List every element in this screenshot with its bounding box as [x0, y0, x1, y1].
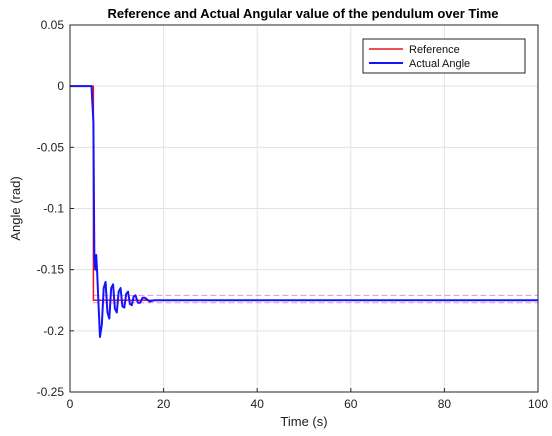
- x-axis-ticks: 0 20 40 60 80 100: [67, 388, 548, 411]
- y-tick-label: -0.25: [37, 385, 65, 399]
- y-tick-label: -0.05: [37, 140, 65, 154]
- legend-entry: Actual Angle: [409, 58, 470, 70]
- y-tick-label: 0.05: [41, 18, 65, 32]
- y-axis-label: Angle (rad): [8, 176, 23, 240]
- series-lines: [70, 85, 538, 338]
- y-tick-label: -0.2: [43, 324, 64, 338]
- legend: Reference Actual Angle: [362, 38, 526, 74]
- y-tick-label: -0.15: [37, 263, 65, 277]
- grid-lines: [69, 24, 539, 393]
- x-tick-label: 0: [67, 397, 74, 411]
- y-tick-label: -0.1: [43, 202, 64, 216]
- legend-entry: Reference: [409, 44, 460, 56]
- x-axis-label: Time (s): [280, 414, 327, 429]
- x-tick-label: 20: [157, 397, 171, 411]
- y-axis-ticks: 0.05 0 -0.05 -0.1 -0.15 -0.2 -0.25: [37, 18, 74, 399]
- y-tick-label: 0: [57, 79, 64, 93]
- series-line-actual-angle: [70, 85, 538, 338]
- x-tick-label: 100: [528, 397, 548, 411]
- x-tick-label: 80: [438, 397, 452, 411]
- chart-title: Reference and Actual Angular value of th…: [107, 6, 498, 21]
- reference-bands: [93, 294, 538, 304]
- legend-box: [362, 38, 526, 74]
- x-tick-label: 40: [251, 397, 265, 411]
- x-tick-label: 60: [344, 397, 358, 411]
